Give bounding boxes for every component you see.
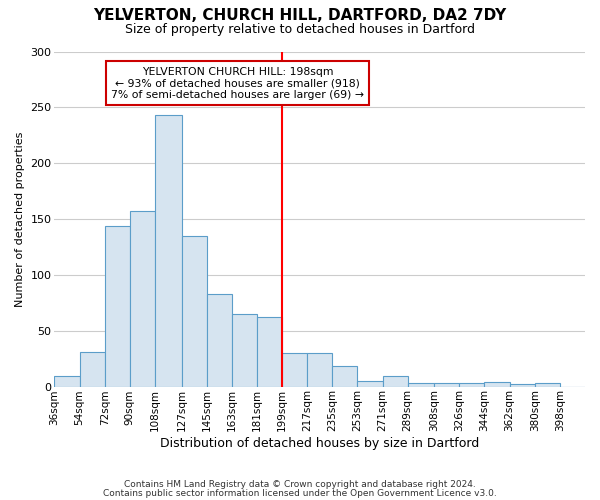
Text: YELVERTON CHURCH HILL: 198sqm
← 93% of detached houses are smaller (918)
7% of s: YELVERTON CHURCH HILL: 198sqm ← 93% of d… xyxy=(111,66,364,100)
Bar xyxy=(105,226,130,386)
Bar xyxy=(332,366,358,386)
Bar xyxy=(358,381,383,386)
Bar xyxy=(535,383,560,386)
Text: Contains public sector information licensed under the Open Government Licence v3: Contains public sector information licen… xyxy=(103,488,497,498)
Bar xyxy=(484,382,509,386)
Bar xyxy=(383,376,407,386)
Bar xyxy=(55,376,80,386)
X-axis label: Distribution of detached houses by size in Dartford: Distribution of detached houses by size … xyxy=(160,437,479,450)
Bar xyxy=(509,384,535,386)
Bar xyxy=(80,352,105,386)
Bar xyxy=(307,353,332,386)
Bar xyxy=(282,353,307,386)
Text: Size of property relative to detached houses in Dartford: Size of property relative to detached ho… xyxy=(125,22,475,36)
Bar xyxy=(232,314,257,386)
Bar xyxy=(407,383,434,386)
Bar xyxy=(130,211,155,386)
Bar xyxy=(155,115,182,386)
Bar xyxy=(257,318,282,386)
Bar xyxy=(206,294,232,386)
Text: Contains HM Land Registry data © Crown copyright and database right 2024.: Contains HM Land Registry data © Crown c… xyxy=(124,480,476,489)
Y-axis label: Number of detached properties: Number of detached properties xyxy=(15,132,25,306)
Bar xyxy=(460,383,484,386)
Bar xyxy=(434,383,460,386)
Text: YELVERTON, CHURCH HILL, DARTFORD, DA2 7DY: YELVERTON, CHURCH HILL, DARTFORD, DA2 7D… xyxy=(94,8,506,22)
Bar xyxy=(182,236,206,386)
